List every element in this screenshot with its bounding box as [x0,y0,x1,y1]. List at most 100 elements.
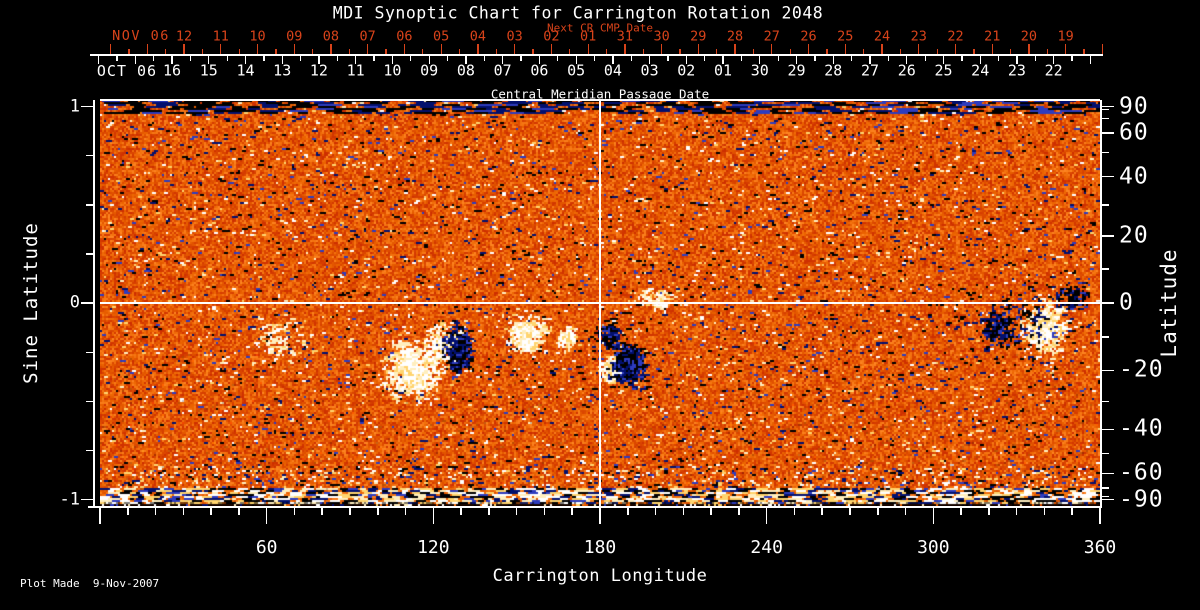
lon-minor-tick [627,508,629,515]
cmp-day-label: 12 [309,61,328,80]
lon-minor-tick [488,508,490,515]
cmp-day-tick [832,56,834,64]
next-cr-day-label: 29 [690,28,707,45]
next-cr-day-label: 23 [910,28,927,45]
cmp-day-tick [648,56,651,64]
next-cr-day-label: 01 [579,28,597,45]
next-cr-day-label: 27 [763,28,780,45]
lat-tick-label: 90 [1119,93,1149,119]
lon-minor-tick [127,508,129,515]
lon-minor-tick [543,508,546,515]
lon-minor-tick [654,508,657,515]
next-cr-halfday-tick [422,49,424,54]
lat-major-tick [1102,132,1114,134]
next-cr-day-label: 30 [653,28,670,45]
chart-title: MDI Synoptic Chart for Carrington Rotati… [332,3,824,23]
cmp-day-label: 28 [824,61,843,80]
next-cr-day-tick [550,44,553,54]
lon-minor-tick [154,508,157,515]
sinlat-minor-tick [86,351,93,353]
cmp-halfday-tick [520,56,522,61]
lon-minor-tick [460,508,462,515]
next-cr-day-tick [844,44,846,54]
lon-minor-tick [988,508,990,515]
next-cr-day-label: 10 [249,28,266,45]
cmp-day-tick [428,56,430,64]
cmp-halfday-tick [446,56,449,61]
cmp-day-tick [355,56,357,64]
lon-tick-label: 60 [255,537,278,558]
next-cr-day-label: 31 [616,28,633,45]
next-cr-day-label: 09 [286,28,303,45]
next-cr-halfday-tick [789,49,791,54]
lat-tick-label: 60 [1119,119,1149,146]
lat-major-tick [1102,302,1114,304]
next-cr-day-tick [587,44,589,54]
central-meridian-passage-date-axis-title: Central Meridian Passage Date [490,86,710,102]
lat-major-tick [1102,105,1114,108]
plot-border-bottom [88,506,1102,508]
next-cr-day-label: 26 [800,28,817,45]
cmp-day-tick [869,56,871,64]
next-cr-day-tick [109,44,112,54]
cmp-day-label: 16 [162,61,182,80]
lon-minor-tick [849,508,851,515]
cmp-day-tick [1016,56,1018,64]
lon-minor-tick [404,508,407,515]
plot-made-timestamp: Plot Made 9-Nov-2007 [20,577,160,590]
cmp-day-label: 22 [1044,61,1063,80]
next-cr-day-label: 21 [984,28,1001,45]
next-cr-halfday-tick [899,49,902,54]
cmp-day-label: 14 [236,61,255,80]
next-cr-halfday-tick [826,49,828,54]
next-cr-day-tick [220,44,222,54]
lon-major-tick [1099,508,1101,524]
next-cr-day-tick [146,44,148,54]
next-cr-day-tick [183,44,185,54]
next-cr-day-tick [918,44,920,54]
cmp-day-label: 15 [199,61,218,80]
cmp-day-label: 29 [787,61,806,80]
lat-minor-tick [1102,117,1109,120]
lon-major-tick [99,508,101,524]
cmp-halfday-tick [630,56,632,61]
next-cr-day-label: 24 [873,28,891,45]
cmp-day-tick [906,56,908,64]
lat-minor-tick [1102,400,1109,403]
next-cr-halfday-tick [275,49,277,54]
cmp-halfday-tick [740,56,743,61]
lat-minor-tick [1102,268,1109,270]
cmp-halfday-tick [777,56,779,61]
cmp-axis-line [90,54,1103,56]
sinlat-minor-tick [86,400,93,403]
next-cr-day-label: 08 [322,28,340,45]
next-cr-day-label: 28 [726,28,744,45]
lon-minor-tick [710,508,712,515]
next-cr-halfday-tick [1083,49,1085,54]
next-cr-halfday-tick [716,49,718,54]
lat-tick-label: -20 [1119,356,1164,383]
next-cr-halfday-tick [201,49,204,54]
next-cr-day-label: 25 [837,28,854,45]
cmp-day-tick [685,56,687,64]
next-cr-halfday-tick [1046,49,1049,54]
lon-minor-tick [821,508,823,515]
lon-tick-label: 300 [917,537,950,558]
next-cr-day-tick [477,44,479,54]
cmp-day-tick [1089,56,1092,64]
next-cr-day-tick [403,44,406,54]
lat-minor-tick [1102,151,1109,154]
sinlat-major-tick [81,302,93,304]
lon-minor-tick [293,508,296,515]
next-cr-month-label: NOV 06 [112,28,170,44]
lat-major-tick [1102,498,1114,501]
lon-minor-tick [238,508,240,515]
next-cr-day-tick [734,44,736,54]
cmp-halfday-tick [299,56,302,61]
lon-tick-label: 240 [750,537,783,558]
cmp-day-label: 11 [346,61,365,80]
next-cr-day-label: 19 [1057,28,1074,45]
cmp-day-tick [795,56,798,64]
lon-minor-tick [321,508,323,515]
